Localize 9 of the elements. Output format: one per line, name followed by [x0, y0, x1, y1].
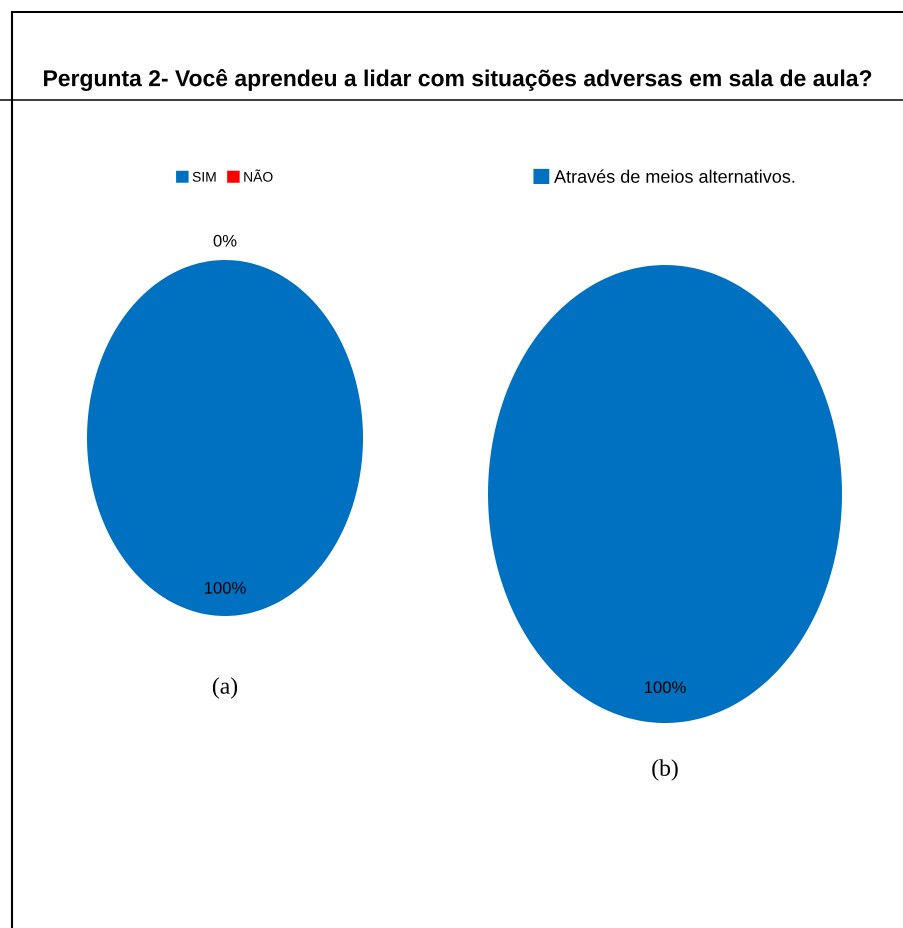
legend-label: SIM: [192, 172, 216, 182]
data-label: 100%: [644, 681, 686, 694]
text: 0%: [214, 234, 236, 247]
legend-label: NÃO: [244, 169, 273, 182]
legend-label: Através de meios alternativos.: [554, 169, 794, 183]
text: Pergunta 2- Você aprendeu a lidar com situações adversas em sala de aula?: [44, 69, 872, 91]
text: (b): [652, 759, 678, 781]
data-label: 100%: [204, 582, 246, 594]
text: (a): [212, 677, 238, 699]
